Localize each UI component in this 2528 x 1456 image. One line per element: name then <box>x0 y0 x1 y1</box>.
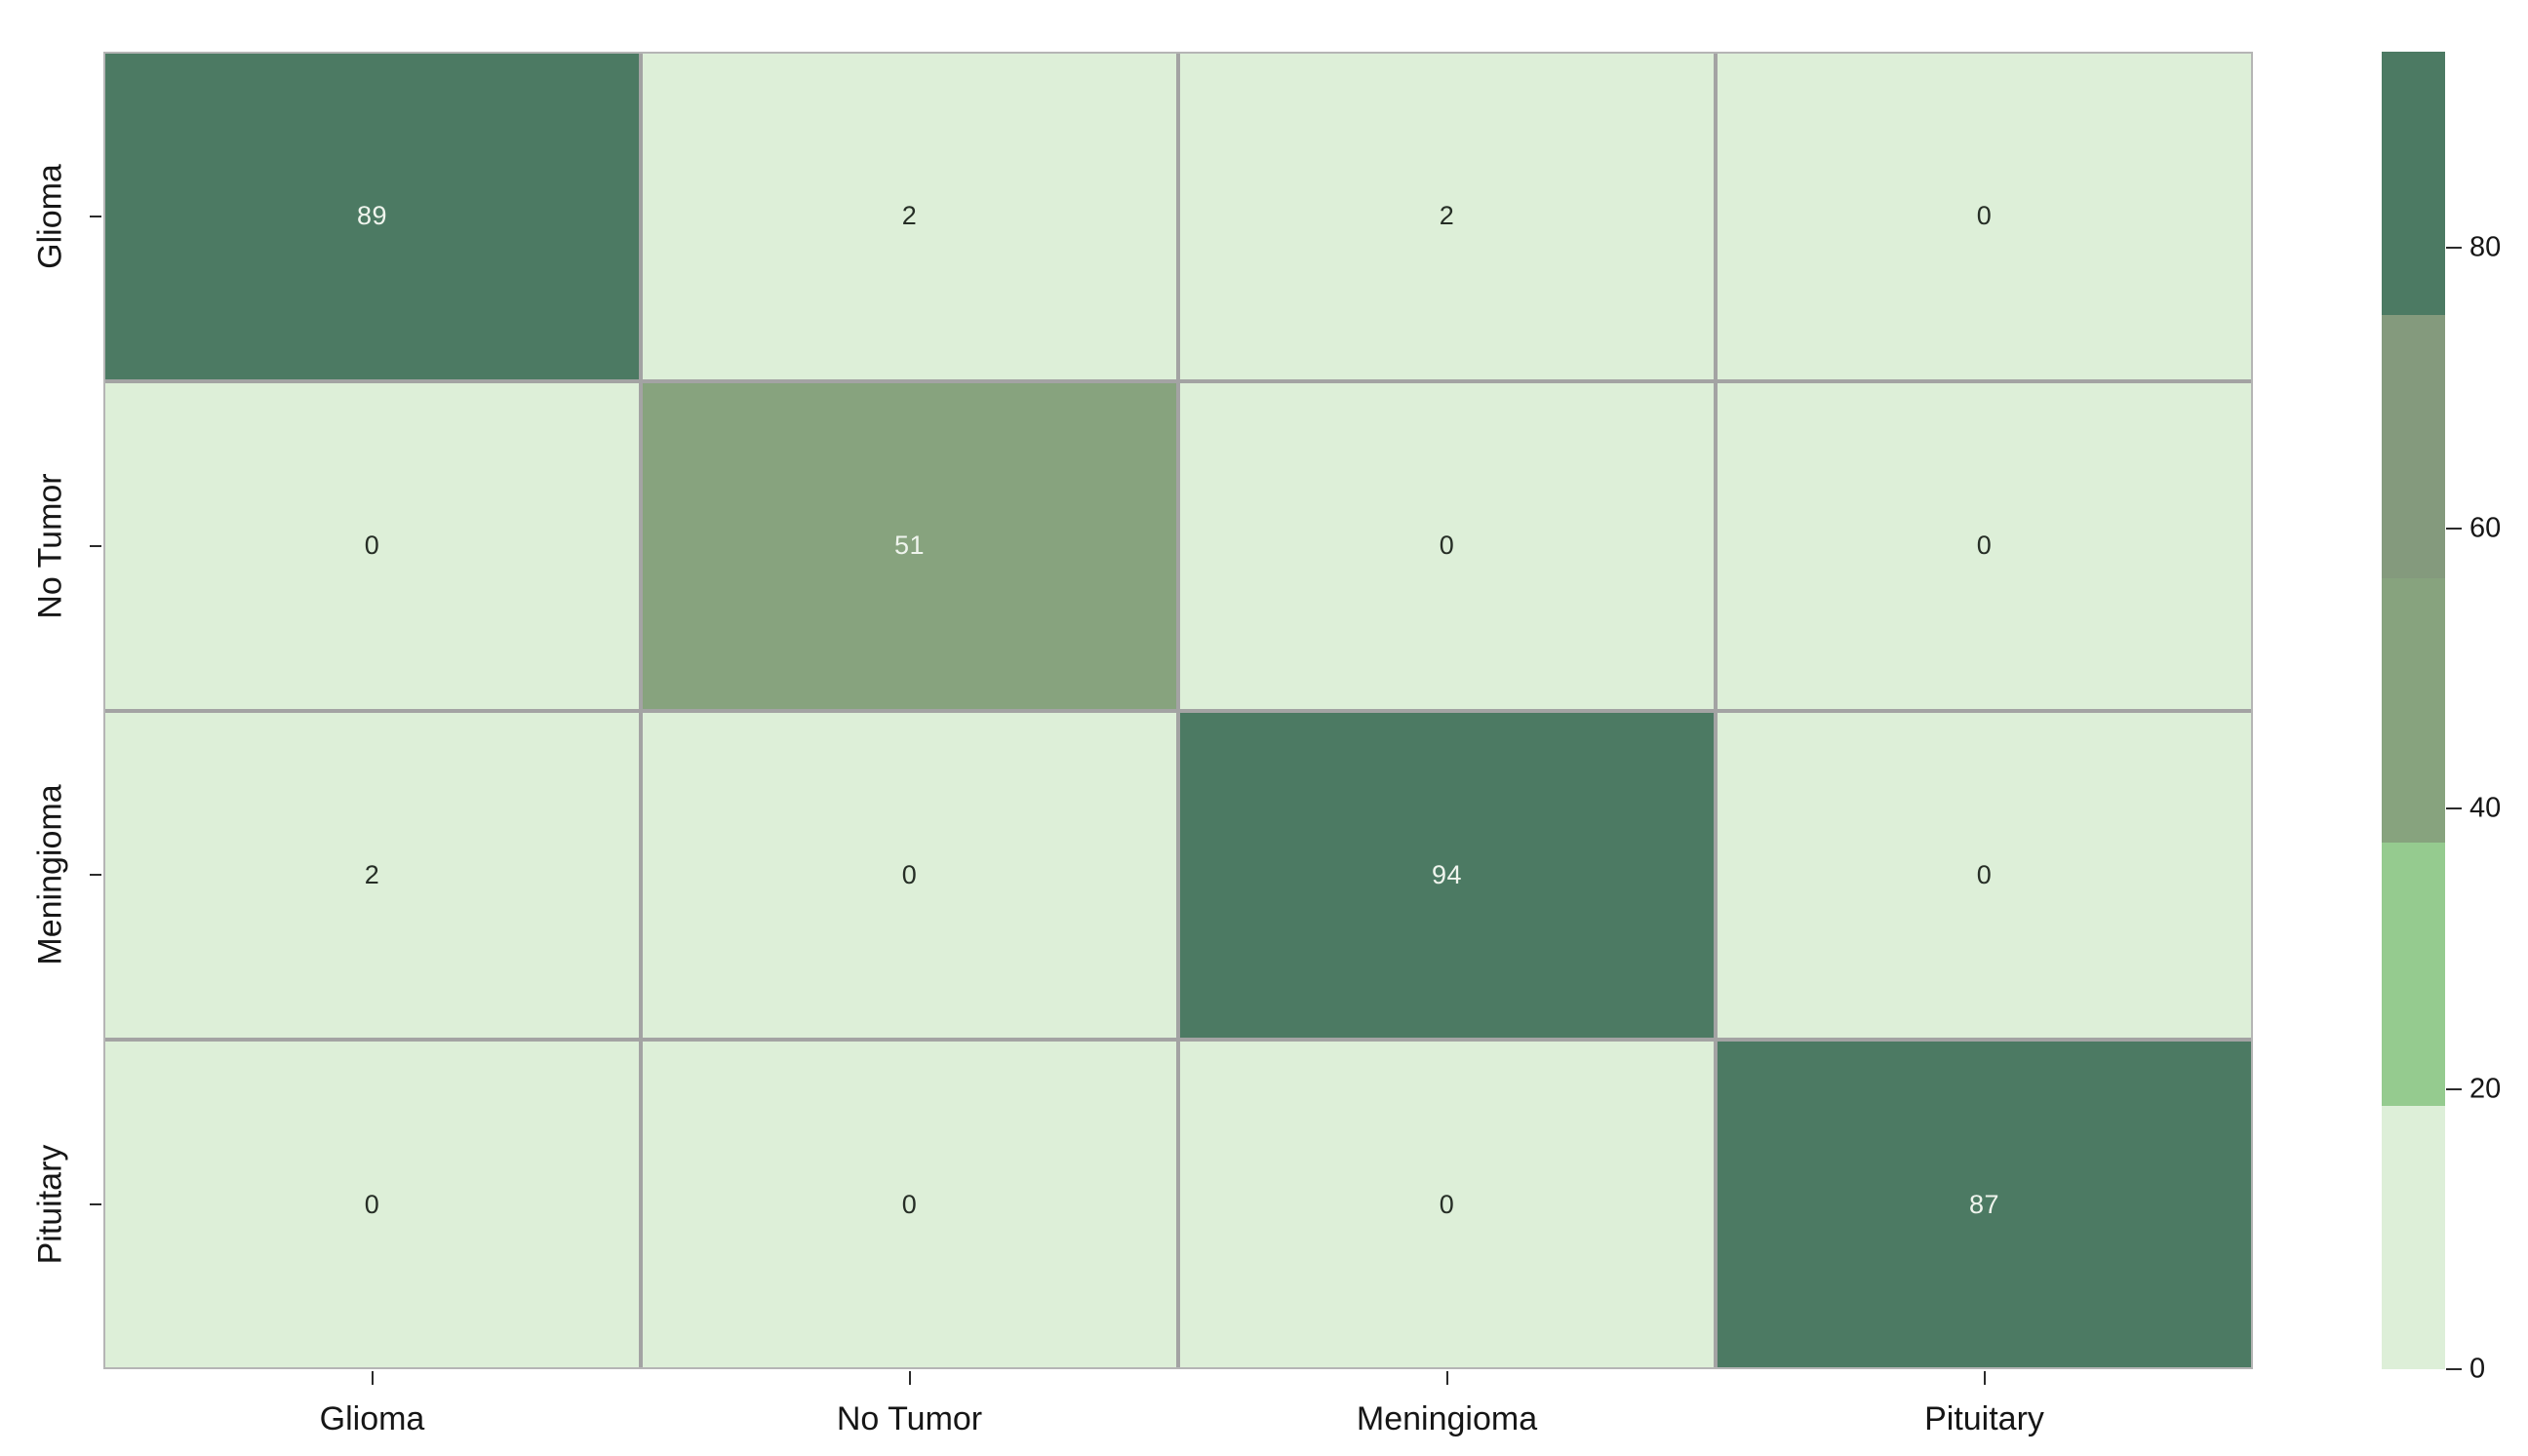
cell-value: 89 <box>356 201 388 231</box>
colorbar-tick-label: 80 <box>2469 231 2502 263</box>
colorbar <box>2382 52 2445 1370</box>
colorbar-tick-mark <box>2446 247 2462 250</box>
heatmap-cell-no-tumor-glioma: 0 <box>105 382 639 709</box>
cell-value: 0 <box>901 859 918 889</box>
heatmap-cell-glioma-pituitary: 0 <box>1718 54 2251 379</box>
x-tick-label-glioma: Glioma <box>319 1400 425 1437</box>
colorbar-band <box>2382 315 2445 579</box>
heatmap-grid: 89 2 2 0 0 51 0 0 2 0 94 0 0 0 0 87 <box>103 52 2253 1369</box>
heatmap-cell-meningioma-glioma: 2 <box>105 712 639 1039</box>
x-tick-label-no-tumor: No Tumor <box>836 1400 983 1437</box>
y-tick-mark <box>90 215 101 217</box>
heatmap-cell-meningioma-no-tumor: 0 <box>643 712 1176 1039</box>
heatmap-cell-glioma-meningioma: 2 <box>1180 54 1714 379</box>
heatmap-cell-no-tumor-no-tumor: 51 <box>643 382 1176 709</box>
x-tick-mark <box>1983 1371 1986 1385</box>
colorbar-band <box>2382 1105 2445 1370</box>
heatmap-cell-glioma-no-tumor: 2 <box>643 54 1176 379</box>
cell-value: 0 <box>1439 1189 1455 1219</box>
cell-value: 0 <box>364 531 380 561</box>
y-tick-label-pituitary: Pituitary <box>31 1144 69 1265</box>
colorbar-tick-label: 20 <box>2469 1073 2502 1105</box>
cell-value: 2 <box>1439 201 1455 231</box>
y-tick-mark <box>90 1203 101 1206</box>
x-tick-label-pituitary: Pituitary <box>1924 1400 2044 1437</box>
y-tick-mark <box>90 544 101 547</box>
colorbar-band <box>2382 842 2445 1106</box>
x-tick-mark <box>908 1371 911 1385</box>
x-tick-mark <box>1445 1371 1448 1385</box>
x-tick-mark <box>371 1371 374 1385</box>
colorbar-tick-mark <box>2446 527 2462 530</box>
cell-value: 2 <box>364 859 380 889</box>
heatmap-cell-no-tumor-meningioma: 0 <box>1180 382 1714 709</box>
cell-value: 51 <box>893 531 926 561</box>
cell-value: 87 <box>1968 1189 2000 1219</box>
heatmap-cell-pituitary-glioma: 0 <box>105 1042 639 1367</box>
colorbar-tick-mark <box>2446 1368 2462 1370</box>
cell-value: 0 <box>1439 531 1455 561</box>
colorbar-band <box>2382 52 2445 316</box>
colorbar-tick-mark <box>2446 1087 2462 1090</box>
cell-value: 0 <box>901 1189 918 1219</box>
y-tick-mark <box>90 874 101 877</box>
heatmap-cell-no-tumor-pituitary: 0 <box>1718 382 2251 709</box>
cell-value: 0 <box>1976 859 1993 889</box>
colorbar-tick-mark <box>2446 807 2462 810</box>
cell-value: 2 <box>901 201 918 231</box>
heatmap-cell-glioma-glioma: 89 <box>105 54 639 379</box>
y-tick-label-glioma: Glioma <box>31 164 69 269</box>
colorbar-tick-label: 60 <box>2469 512 2502 544</box>
colorbar-tick-label: 0 <box>2469 1353 2486 1385</box>
cell-value: 0 <box>1976 201 1993 231</box>
y-tick-label-meningioma: Meningioma <box>31 784 69 965</box>
heatmap-cell-meningioma-pituitary: 0 <box>1718 712 2251 1039</box>
heatmap-cell-meningioma-meningioma: 94 <box>1180 712 1714 1039</box>
heatmap-cell-pituitary-pituitary: 87 <box>1718 1042 2251 1367</box>
cell-value: 0 <box>364 1189 380 1219</box>
y-tick-label-no-tumor: No Tumor <box>31 472 69 619</box>
x-tick-label-meningioma: Meningioma <box>1356 1400 1538 1437</box>
heatmap-cell-pituitary-meningioma: 0 <box>1180 1042 1714 1367</box>
colorbar-band <box>2382 578 2445 843</box>
cell-value: 94 <box>1431 859 1463 889</box>
colorbar-tick-label: 40 <box>2469 792 2502 824</box>
cell-value: 0 <box>1976 531 1993 561</box>
heatmap-cell-pituitary-no-tumor: 0 <box>643 1042 1176 1367</box>
